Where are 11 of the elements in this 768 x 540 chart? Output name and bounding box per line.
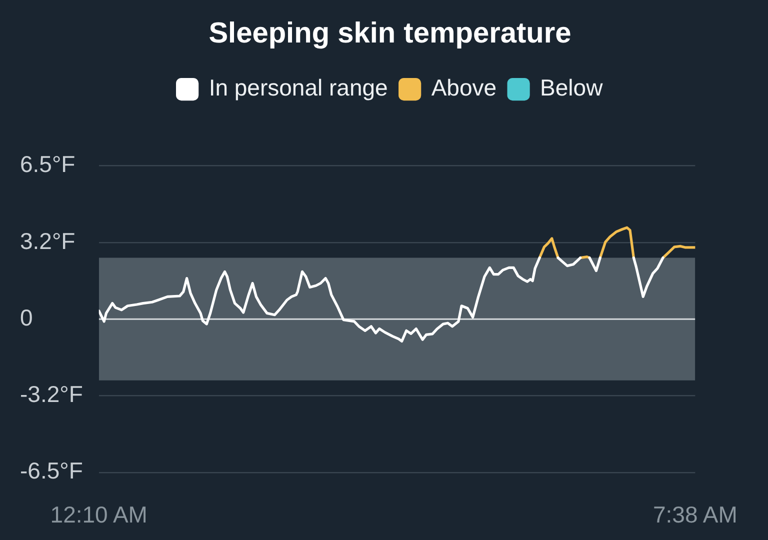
legend-label: In personal range: [208, 74, 388, 101]
x-tick-label: 7:38 AM: [652, 502, 738, 528]
y-tick-label: 0: [20, 304, 33, 330]
legend-label: Above: [431, 74, 497, 101]
legend-label: Below: [540, 74, 604, 101]
y-tick-label: -3.2°F: [20, 381, 83, 408]
y-tick-label: 3.2°F: [20, 228, 76, 254]
y-tick-label: -6.5°F: [20, 458, 83, 484]
chart-title: Sleeping skin temperature: [208, 17, 572, 50]
x-tick-label: 12:10 AM: [50, 502, 148, 528]
y-tick-label: 6.5°F: [20, 151, 76, 178]
